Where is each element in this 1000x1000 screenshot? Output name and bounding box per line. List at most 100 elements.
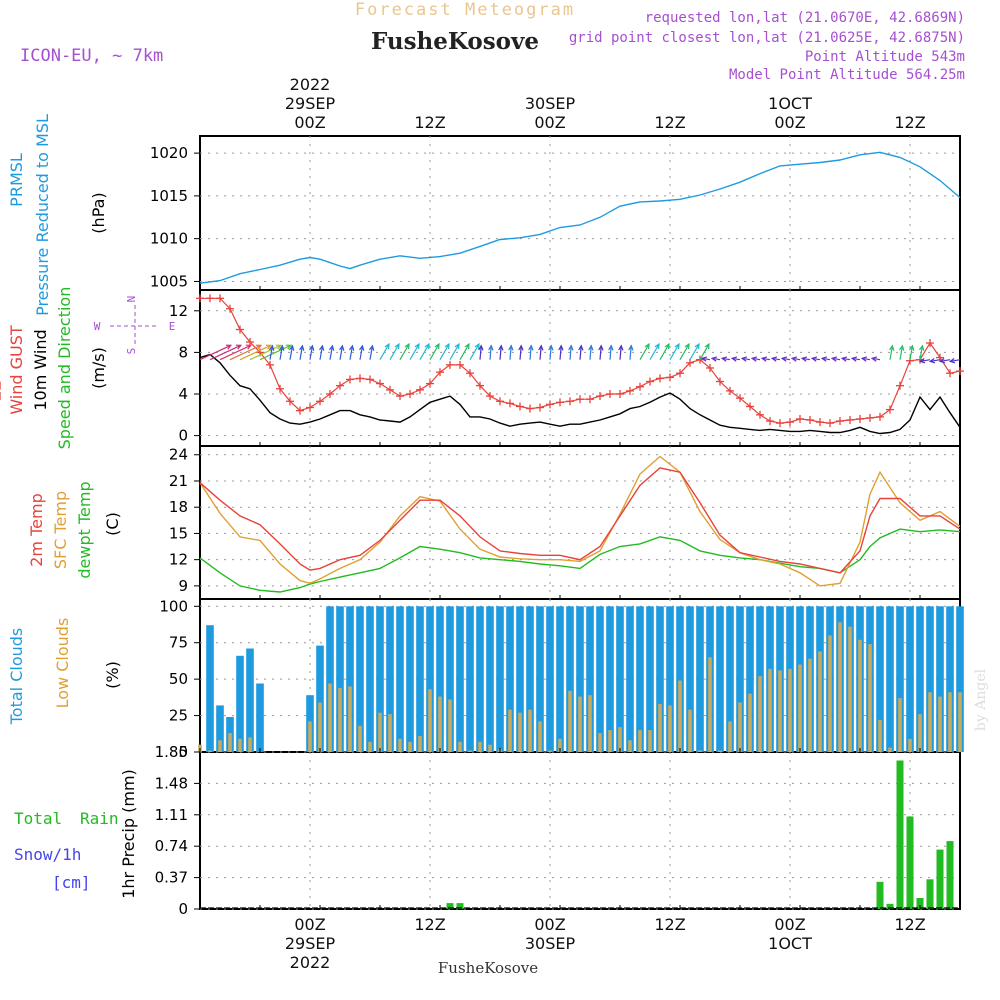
low-cloud-bar (638, 730, 642, 752)
wind-direction-arrowhead (720, 356, 728, 362)
point-altitude: Point Altitude 543m (805, 49, 965, 65)
wind-direction-arrow (379, 343, 390, 360)
wind-direction-arrowhead (730, 356, 738, 362)
temp-2m-label: 2m Temp (27, 493, 46, 567)
wind-direction-arrowhead (404, 342, 410, 350)
total-cloud-bar (476, 606, 484, 752)
top-time-label: 00Z (294, 113, 325, 132)
wind-direction-arrowhead (938, 358, 946, 364)
wind-direction-arrowhead (339, 344, 345, 351)
bottom-time-label: 30SEP (525, 934, 576, 953)
low-cloud-bar (408, 741, 412, 752)
pressure-label-line2: Pressure Reduced to MSL (33, 114, 52, 316)
total-cloud-bar (516, 606, 524, 752)
low-cloud-bar (618, 727, 622, 752)
wind-direction-arrow (539, 345, 542, 360)
wind-direction-arrow (449, 343, 460, 360)
low-cloud-bar (898, 698, 902, 752)
total-cloud-bar (236, 655, 244, 752)
low-cloud-bar (838, 622, 842, 752)
total-cloud-bar (396, 606, 404, 752)
rain-bar (916, 898, 924, 909)
total-cloud-bar (406, 606, 414, 752)
total-cloud-bar (636, 606, 644, 752)
low-cloud-bar (708, 657, 712, 752)
snow-label: Snow/1h (14, 845, 81, 864)
temperature-ytick-label: 24 (169, 446, 188, 464)
total-cloud-bar (456, 606, 464, 752)
wind-direction-arrowhead (608, 344, 614, 351)
total-cloud-bar (206, 625, 214, 752)
wind-direction-arrow (699, 343, 710, 360)
wind-direction-arrowhead (299, 344, 305, 351)
low-cloud-bar (538, 721, 542, 752)
wind-direction-arrowhead (279, 344, 285, 351)
wind-direction-arrow (469, 343, 480, 360)
bottom-time-label: 2022 (290, 953, 331, 972)
total-cloud-bar (576, 606, 584, 752)
wind-direction-arrowhead (265, 344, 273, 350)
wind-ytick-label: 0 (178, 427, 188, 445)
wind-direction-arrowhead (578, 344, 584, 351)
rain-bar (446, 903, 454, 909)
wind-direction-arrow (899, 345, 904, 360)
pressure-label-line1: PRMSL (7, 153, 26, 207)
top-time-label: 2022 (290, 75, 331, 94)
panel-frames (199, 135, 961, 910)
wind-direction-arrowhead (329, 344, 335, 351)
wind-direction-arrow (909, 345, 914, 360)
wind-direction-arrowhead (444, 342, 450, 350)
temperature-ytick-label: 21 (169, 472, 188, 490)
clouds-ytick-label: 75 (169, 634, 188, 652)
low-cloud-bar (958, 692, 962, 752)
low-cloud-bar (468, 750, 472, 752)
wind-direction-arrowhead (694, 342, 700, 350)
wind-direction-arrowhead (225, 344, 233, 350)
low-clouds-label: Low Clouds (53, 618, 72, 709)
wind-direction-arrowhead (654, 342, 660, 350)
low-cloud-bar (668, 705, 672, 752)
wind-direction-arrowhead (394, 342, 400, 350)
total-cloud-bar (546, 606, 554, 752)
top-time-label: 00Z (774, 113, 805, 132)
total-cloud-bar (646, 606, 654, 752)
data-marks (0, 151, 964, 909)
wind-direction-arrow (219, 344, 252, 361)
top-time-label: 00Z (534, 113, 565, 132)
wind-direction-arrowhead (424, 342, 430, 350)
low-cloud-bar (368, 741, 372, 752)
low-cloud-bar (778, 670, 782, 752)
top-time-label: 12Z (414, 113, 445, 132)
low-cloud-bar (928, 692, 932, 752)
low-cloud-bar (678, 680, 682, 752)
wind-direction-arrowhead (528, 344, 534, 351)
bottom-time-label: 12Z (414, 915, 445, 934)
low-cloud-bar (378, 712, 382, 752)
wind-direction-arrowhead (700, 356, 708, 362)
wind-direction-arrow (279, 345, 284, 360)
wind-direction-arrow (429, 343, 440, 360)
model-label: ICON-EU, ~ 7km (20, 46, 163, 66)
wind-direction-arrow (299, 345, 304, 360)
total-clouds-label: Total Clouds (7, 628, 26, 726)
low-cloud-bar (458, 741, 462, 752)
compass-west: W (94, 320, 101, 333)
wind10-line (199, 353, 961, 435)
low-cloud-bar (418, 736, 422, 752)
wind10-label: 10m Wind (31, 329, 50, 410)
wind-direction-arrow (589, 345, 592, 360)
wind-direction-arrow (269, 345, 274, 360)
credit-watermark: by Angel (973, 668, 989, 731)
wind-direction-arrowhead (628, 344, 634, 351)
rain-bar (946, 841, 954, 909)
wind-direction-arrowhead (770, 356, 778, 362)
footer-location: FusheKosove (438, 959, 538, 977)
temp-sfc-label: SFC Temp (51, 491, 70, 569)
bottom-time-label: 29SEP (285, 934, 336, 953)
wind-direction-arrow (389, 343, 400, 360)
bottom-time-label: 00Z (774, 915, 805, 934)
compass-legend: N S W E (94, 296, 176, 355)
precip-unit: 1hr Precip (mm) (119, 769, 138, 899)
wind-direction-arrowhead (255, 344, 263, 350)
wind-frame (199, 289, 961, 447)
